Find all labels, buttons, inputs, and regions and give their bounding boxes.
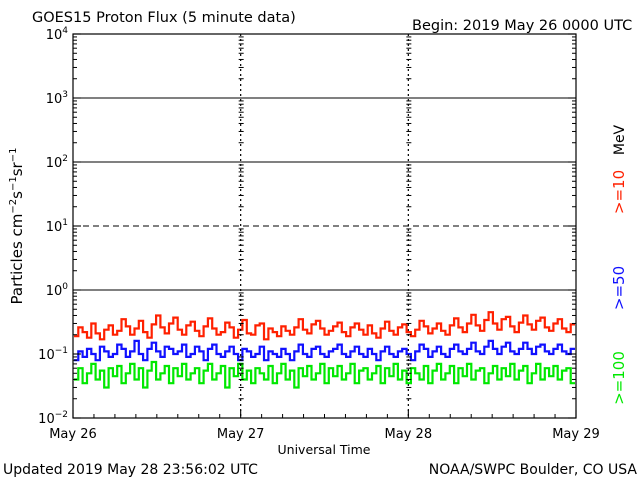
series-layer (74, 311, 575, 389)
begin-date: Begin: 2019 May 26 0000 UTC (412, 18, 632, 34)
credit-text: NOAA/SWPC Boulder, CO USA (429, 462, 638, 478)
series-line-1 (74, 339, 575, 362)
y-tick-label-2: 100 (46, 282, 69, 299)
x-tick-label-0: May 26 (49, 427, 97, 442)
y-tick-label-1: 10−1 (38, 346, 68, 363)
legend-entry-10mev: >=10 (610, 170, 628, 214)
legend-entry-50mev: >=50 (610, 266, 628, 310)
series-line-0 (74, 311, 575, 341)
threshold-lines (73, 97, 576, 291)
y-tick-label-6: 104 (46, 26, 69, 43)
y-axis-ticks: 10−2 10−1 100 101 102 103 104 (38, 26, 576, 427)
series-line-2 (74, 360, 575, 389)
y-tick-label-4: 102 (46, 154, 68, 171)
x-tick-label-2: May 28 (385, 427, 433, 442)
legend-entry-100mev: >=100 (610, 351, 628, 405)
x-axis-ticks: May 26 May 27 May 28 May 29 (49, 410, 600, 442)
legend-unit: MeV (612, 124, 628, 155)
day-dividers (240, 34, 409, 418)
x-axis-label: Universal Time (278, 442, 371, 457)
y-tick-label-3: 101 (46, 218, 68, 235)
x-tick-label-1: May 27 (217, 427, 265, 442)
updated-timestamp: Updated 2019 May 28 23:56:02 UTC (3, 462, 258, 478)
y-tick-label-5: 103 (46, 90, 68, 107)
chart-title: GOES15 Proton Flux (5 minute data) (32, 10, 296, 26)
x-tick-label-3: May 29 (552, 427, 600, 442)
y-tick-label-0: 10−2 (38, 410, 68, 427)
y-axis-label: Particles cm−2s−1sr−1 (8, 148, 26, 305)
